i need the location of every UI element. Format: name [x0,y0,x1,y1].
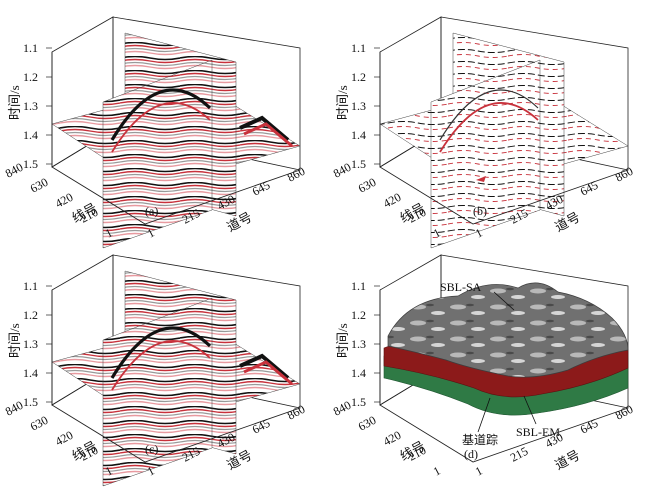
strong-reflector-2 [243,122,293,148]
line-tick-label: 840 [331,160,353,181]
anticline-event [110,88,212,141]
trace-tick-label: 860 [285,402,307,423]
line-tick-label: 630 [28,175,50,196]
base-trace-leader [477,397,491,433]
base-trace-label: 基道踪 [462,433,498,447]
time-tick-label: 1.2 [351,308,366,322]
anticline-event-2 [111,102,211,153]
time-tick-label: 1.2 [23,308,38,322]
line-tick-label: 840 [331,398,353,419]
panel-a: 1.11.21.31.41.5时间/s8406304202101线号121543… [3,16,307,249]
time-tick-label: 1.2 [351,70,366,84]
strong-reflector [239,115,290,142]
line-tick-label: 630 [28,413,50,434]
line-tick-label: 630 [356,413,378,434]
time-tick-label: 1.1 [23,279,38,293]
time-tick-label: 1.1 [351,279,366,293]
line-tick-label: 420 [53,428,75,449]
line-tick-label: 1 [103,225,115,240]
trace-tick-label: 1 [145,463,157,478]
panel-label: (c) [145,442,158,456]
time-tick-label: 1.3 [23,337,38,351]
box-front-base [51,404,301,463]
sbl-em-leader [523,395,537,425]
box-front-base [379,166,629,225]
panel-label: (a) [145,204,158,218]
box-front-base [379,404,629,463]
panel-b: 1.11.21.31.41.5时间/s8406304202101线号121543… [331,16,635,249]
sbl-sa-label: SBL-SA [440,280,482,294]
time-tick-label: 1.4 [351,366,366,380]
time-tick-label: 1.4 [23,128,38,142]
time-tick-label: 1.5 [23,157,38,171]
time-tick-label: 1.5 [351,157,366,171]
line-tick-label: 1 [431,225,443,240]
sbl-sa-surface [387,282,629,378]
trace-tick-label: 1 [473,463,485,478]
time-tick-label: 1.3 [351,337,366,351]
time-tick-label: 1.1 [351,41,366,55]
line-tick-label: 420 [381,428,403,449]
time-tick-label: 1.5 [23,395,38,409]
time-axis-title: 时间/s [7,85,22,120]
trace-tick-label: 860 [613,164,635,185]
red-marker [476,176,486,182]
trace-axis-title: 道号 [552,447,582,472]
time-tick-label: 1.4 [23,366,38,380]
strong-reflector-2 [243,360,293,386]
time-axis-title: 时间/s [7,323,22,358]
panel-d: SBL-SA基道踪SBL-EM1.11.21.31.41.5时间/s840630… [331,254,635,479]
anticline-event-2 [111,340,211,391]
time-tick-label: 1.5 [351,395,366,409]
line-tick-label: 630 [356,175,378,196]
anticline-event [110,326,212,379]
panel-c: 1.11.21.31.41.5时间/s8406304202101线号121543… [3,254,307,487]
time-tick-label: 1.3 [23,99,38,113]
trace-tick-label: 860 [285,164,307,185]
time-tick-label: 1.4 [351,128,366,142]
panel-label: (d) [464,447,478,461]
trace-tick-label: 1 [145,225,157,240]
crossline-section [102,297,213,487]
trace-tick-label: 1 [473,225,485,240]
crossline-section [102,59,213,249]
anticline-event [439,89,539,141]
trace-tick-label: 215 [508,444,530,465]
sbl-sa-leader [493,291,515,311]
panel-label: (b) [473,204,487,218]
crossline-section [430,59,541,249]
box-front-base [51,166,301,225]
anticline-event-2 [439,102,539,153]
time-tick-label: 1.1 [23,41,38,55]
line-tick-label: 420 [53,190,75,211]
line-tick-label: 1 [103,463,115,478]
time-tick-label: 1.2 [23,70,38,84]
line-tick-label: 840 [3,398,25,419]
time-axis-title: 时间/s [335,323,350,358]
line-tick-label: 420 [381,190,403,211]
strong-reflector [239,353,290,380]
time-tick-label: 1.3 [351,99,366,113]
trace-tick-label: 860 [613,402,635,423]
time-axis-title: 时间/s [335,85,350,120]
line-tick-label: 1 [431,463,443,478]
line-tick-label: 840 [3,160,25,181]
